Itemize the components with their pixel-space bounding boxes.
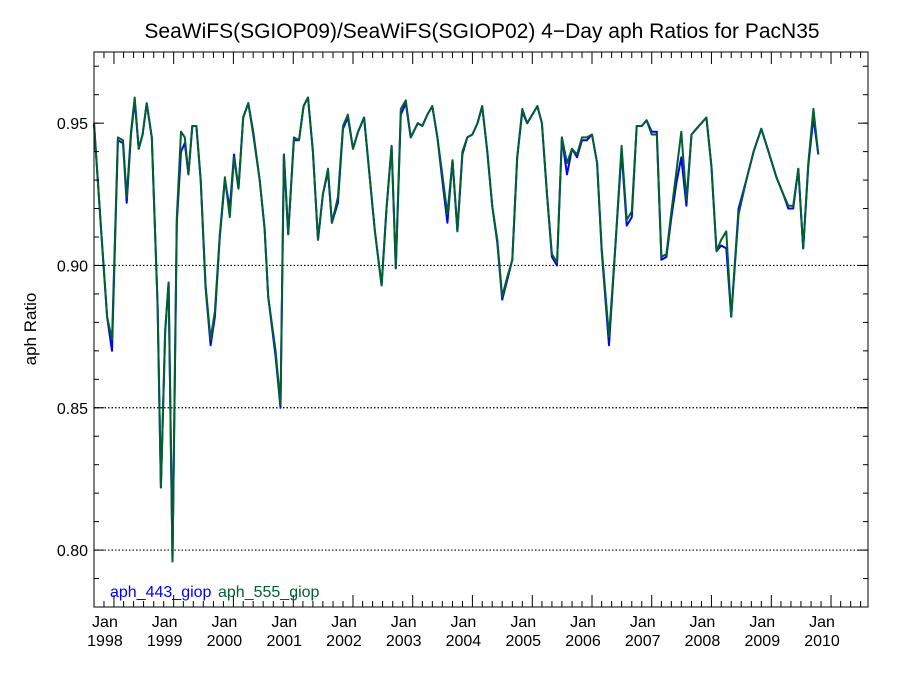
y-axis-label: aph Ratio xyxy=(21,293,40,366)
series-line xyxy=(93,96,820,563)
x-tick-year-label: 1998 xyxy=(87,633,123,650)
x-tick-month-label: Jan xyxy=(391,614,417,631)
x-tick-month-label: Jan xyxy=(570,614,596,631)
x-tick-labels: Jan 1998 Jan 1999 Jan 2000 Jan 2001 Jan 2002 Jan 20… xyxy=(87,614,840,650)
x-tick-month-label: Jan xyxy=(690,614,716,631)
y-tick-label: 0.90 xyxy=(57,258,88,275)
y-tick-label: 0.80 xyxy=(57,543,88,560)
y-tick-label: 0.85 xyxy=(57,401,88,418)
axis-ticks xyxy=(93,52,868,608)
series-aph_555_giop xyxy=(93,96,820,563)
y-tick-labels: 0.80 0.85 0.90 0.95 xyxy=(57,116,88,560)
y-tick-label: 0.95 xyxy=(57,116,88,133)
x-tick-year-label: 2000 xyxy=(207,633,243,650)
x-tick-year-label: 2008 xyxy=(685,633,721,650)
plot-frame xyxy=(93,51,869,608)
x-tick-month-label: Jan xyxy=(331,614,357,631)
series-aph_443_giop xyxy=(93,96,820,563)
x-tick-month-label: Jan xyxy=(510,614,536,631)
x-tick-year-label: 2003 xyxy=(386,633,422,650)
x-tick-month-label: Jan xyxy=(809,614,835,631)
x-tick-year-label: 2005 xyxy=(505,633,541,650)
x-tick-year-label: 2002 xyxy=(326,633,362,650)
series-line xyxy=(93,96,820,563)
legend-entry: aph_443_giop xyxy=(110,584,212,601)
x-tick-year-label: 2004 xyxy=(446,633,482,650)
chart-title: SeaWiFS(SGIOP09)/SeaWiFS(SGIOP02) 4−Day … xyxy=(144,20,819,43)
x-tick-month-label: Jan xyxy=(630,614,656,631)
x-tick-year-label: 2010 xyxy=(804,633,840,650)
x-tick-year-label: 2001 xyxy=(266,633,302,650)
x-tick-year-label: 2006 xyxy=(565,633,601,650)
x-tick-year-label: 2007 xyxy=(625,633,661,650)
x-tick-month-label: Jan xyxy=(749,614,775,631)
series-lines xyxy=(93,96,820,563)
legend-entry: aph_555_giop xyxy=(218,584,320,601)
x-tick-year-label: 1999 xyxy=(147,633,183,650)
x-tick-year-label: 2009 xyxy=(745,633,781,650)
x-tick-month-label: Jan xyxy=(451,614,477,631)
x-tick-month-label: Jan xyxy=(92,614,118,631)
x-tick-month-label: Jan xyxy=(271,614,297,631)
legend: aph_443_giop aph_555_giop xyxy=(110,584,320,601)
grid-lines xyxy=(94,264,868,551)
x-tick-month-label: Jan xyxy=(152,614,178,631)
x-tick-month-label: Jan xyxy=(211,614,237,631)
